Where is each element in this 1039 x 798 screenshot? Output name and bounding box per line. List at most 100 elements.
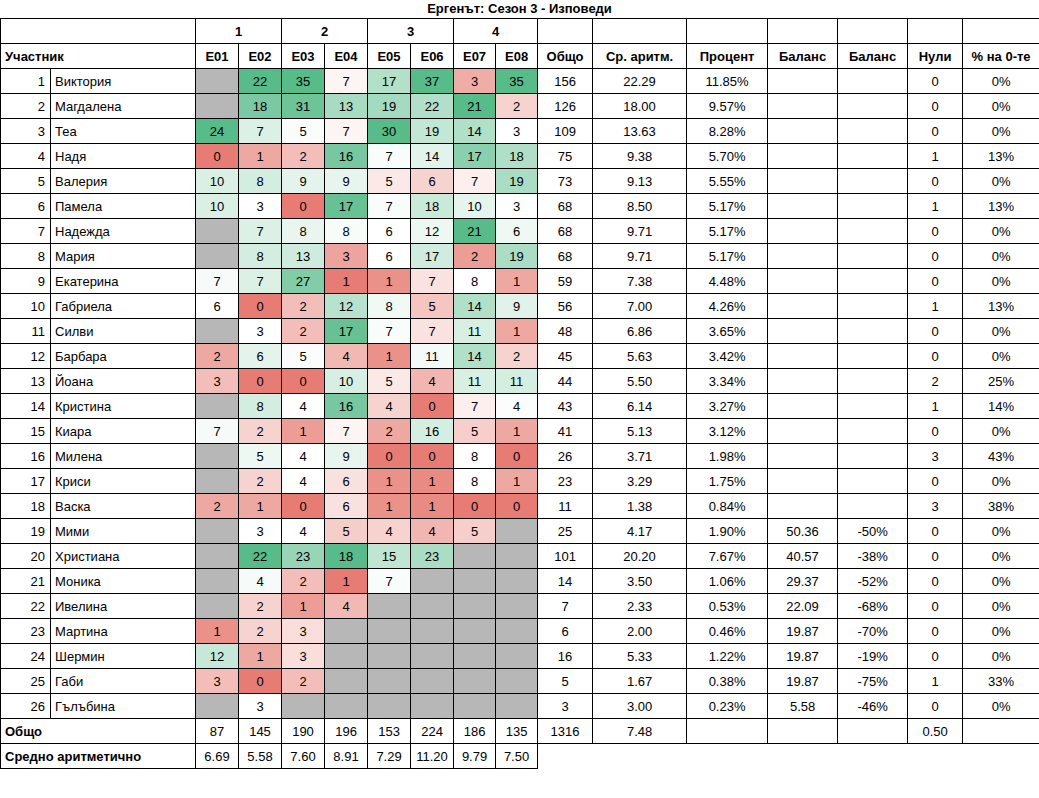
zeros-cell[interactable]: 0 — [908, 244, 963, 269]
episode-column-header[interactable]: E08 — [496, 44, 538, 69]
zeros-cell[interactable]: 0 — [908, 319, 963, 344]
episode-cell[interactable]: 4 — [325, 344, 368, 369]
total-cell[interactable]: 44 — [538, 369, 593, 394]
percent-cell[interactable]: 3.34% — [687, 369, 768, 394]
episode-cell[interactable]: 18 — [239, 94, 282, 119]
participant-name[interactable]: Христиана — [51, 544, 196, 569]
balance2-cell[interactable]: -75% — [838, 669, 908, 694]
total-cell[interactable]: 6 — [538, 619, 593, 644]
participant-name[interactable]: Памела — [51, 194, 196, 219]
balance-cell[interactable]: 22.09 — [768, 594, 838, 619]
row-rank[interactable]: 2 — [1, 94, 51, 119]
episode-cell[interactable]: 35 — [282, 69, 325, 94]
episode-cell[interactable]: 1 — [239, 144, 282, 169]
zero-pct-column-header[interactable]: % на 0-те — [963, 44, 1039, 69]
episode-cell[interactable]: 3 — [196, 369, 239, 394]
participant-name[interactable]: Барбара — [51, 344, 196, 369]
episode-cell[interactable]: 5 — [454, 419, 496, 444]
percent-cell[interactable]: 3.12% — [687, 419, 768, 444]
zeros-cell[interactable]: 0 — [908, 544, 963, 569]
episode-cell[interactable]: 6 — [496, 219, 538, 244]
episode-cell[interactable]: 8 — [239, 394, 282, 419]
zero-pct-cell[interactable]: 43% — [963, 444, 1039, 469]
zeros-cell[interactable]: 0 — [908, 519, 963, 544]
episode-cell[interactable]: 3 — [282, 619, 325, 644]
episode-cell[interactable]: 10 — [454, 194, 496, 219]
episode-cell[interactable]: 3 — [454, 69, 496, 94]
episode-cell[interactable] — [282, 694, 325, 719]
mean-episode-cell[interactable]: 7.60 — [282, 744, 325, 769]
episode-cell[interactable]: 6 — [325, 469, 368, 494]
episode-cell[interactable]: 0 — [411, 444, 454, 469]
balance-cell[interactable] — [768, 169, 838, 194]
total-cell[interactable]: 56 — [538, 294, 593, 319]
group-header-blank[interactable] — [1, 19, 196, 44]
balance2-cell[interactable]: -50% — [838, 519, 908, 544]
episode-cell[interactable] — [196, 594, 239, 619]
row-rank[interactable]: 17 — [1, 469, 51, 494]
episode-cell[interactable]: 22 — [239, 69, 282, 94]
zeros-cell[interactable]: 0 — [908, 94, 963, 119]
mean-episode-cell[interactable]: 8.91 — [325, 744, 368, 769]
episode-cell[interactable]: 1 — [239, 494, 282, 519]
episode-cell[interactable] — [196, 444, 239, 469]
zero-pct-cell[interactable]: 13% — [963, 194, 1039, 219]
episode-cell[interactable]: 7 — [411, 319, 454, 344]
participant-name[interactable]: Йоана — [51, 369, 196, 394]
episode-cell[interactable]: 6 — [196, 294, 239, 319]
episode-cell[interactable]: 10 — [196, 194, 239, 219]
participant-name[interactable]: Мартина — [51, 619, 196, 644]
average-cell[interactable]: 5.63 — [593, 344, 687, 369]
row-rank[interactable]: 24 — [1, 644, 51, 669]
zeros-cell[interactable]: 0 — [908, 694, 963, 719]
mean-label[interactable]: Средно аритметично — [1, 744, 196, 769]
episode-cell[interactable]: 19 — [411, 119, 454, 144]
episode-cell[interactable] — [411, 694, 454, 719]
average-cell[interactable]: 4.17 — [593, 519, 687, 544]
average-cell[interactable]: 3.50 — [593, 569, 687, 594]
episode-cell[interactable] — [196, 469, 239, 494]
episode-cell[interactable]: 17 — [411, 244, 454, 269]
average-cell[interactable]: 1.67 — [593, 669, 687, 694]
percent-cell[interactable]: 4.26% — [687, 294, 768, 319]
percent-cell[interactable]: 4.48% — [687, 269, 768, 294]
episode-cell[interactable]: 4 — [411, 369, 454, 394]
total-cell[interactable]: 48 — [538, 319, 593, 344]
zeros-column-header[interactable]: Нули — [908, 44, 963, 69]
totals-zero-pct-cell[interactable] — [963, 719, 1039, 744]
participant-name[interactable]: Мими — [51, 519, 196, 544]
zeros-cell[interactable]: 0 — [908, 69, 963, 94]
average-cell[interactable]: 7.38 — [593, 269, 687, 294]
balance2-cell[interactable] — [838, 194, 908, 219]
participant-name[interactable]: Магдалена — [51, 94, 196, 119]
episode-cell[interactable]: 7 — [239, 219, 282, 244]
group-header-spacer[interactable] — [538, 19, 593, 44]
episode-cell[interactable] — [496, 519, 538, 544]
episode-cell[interactable]: 3 — [325, 244, 368, 269]
participant-name[interactable]: Васка — [51, 494, 196, 519]
total-cell[interactable]: 126 — [538, 94, 593, 119]
participant-name[interactable]: Надя — [51, 144, 196, 169]
episode-cell[interactable]: 3 — [239, 519, 282, 544]
episode-cell[interactable] — [196, 244, 239, 269]
episode-cell[interactable]: 31 — [282, 94, 325, 119]
row-rank[interactable]: 11 — [1, 319, 51, 344]
episode-cell[interactable]: 17 — [368, 69, 411, 94]
episode-cell[interactable] — [496, 644, 538, 669]
episode-cell[interactable]: 8 — [454, 469, 496, 494]
balance-cell[interactable] — [768, 394, 838, 419]
episode-cell[interactable]: 9 — [325, 444, 368, 469]
total-cell[interactable]: 156 — [538, 69, 593, 94]
episode-column-header[interactable]: E06 — [411, 44, 454, 69]
balance-cell[interactable]: 40.57 — [768, 544, 838, 569]
totals-episode-cell[interactable]: 196 — [325, 719, 368, 744]
balance2-cell[interactable] — [838, 244, 908, 269]
average-cell[interactable]: 3.29 — [593, 469, 687, 494]
episode-cell[interactable]: 1 — [239, 644, 282, 669]
episode-cell[interactable]: 3 — [196, 669, 239, 694]
totals-balance-cell[interactable] — [768, 719, 838, 744]
average-cell[interactable]: 2.00 — [593, 619, 687, 644]
zero-pct-cell[interactable]: 0% — [963, 469, 1039, 494]
row-rank[interactable]: 3 — [1, 119, 51, 144]
participant-name[interactable]: Гълъбина — [51, 694, 196, 719]
